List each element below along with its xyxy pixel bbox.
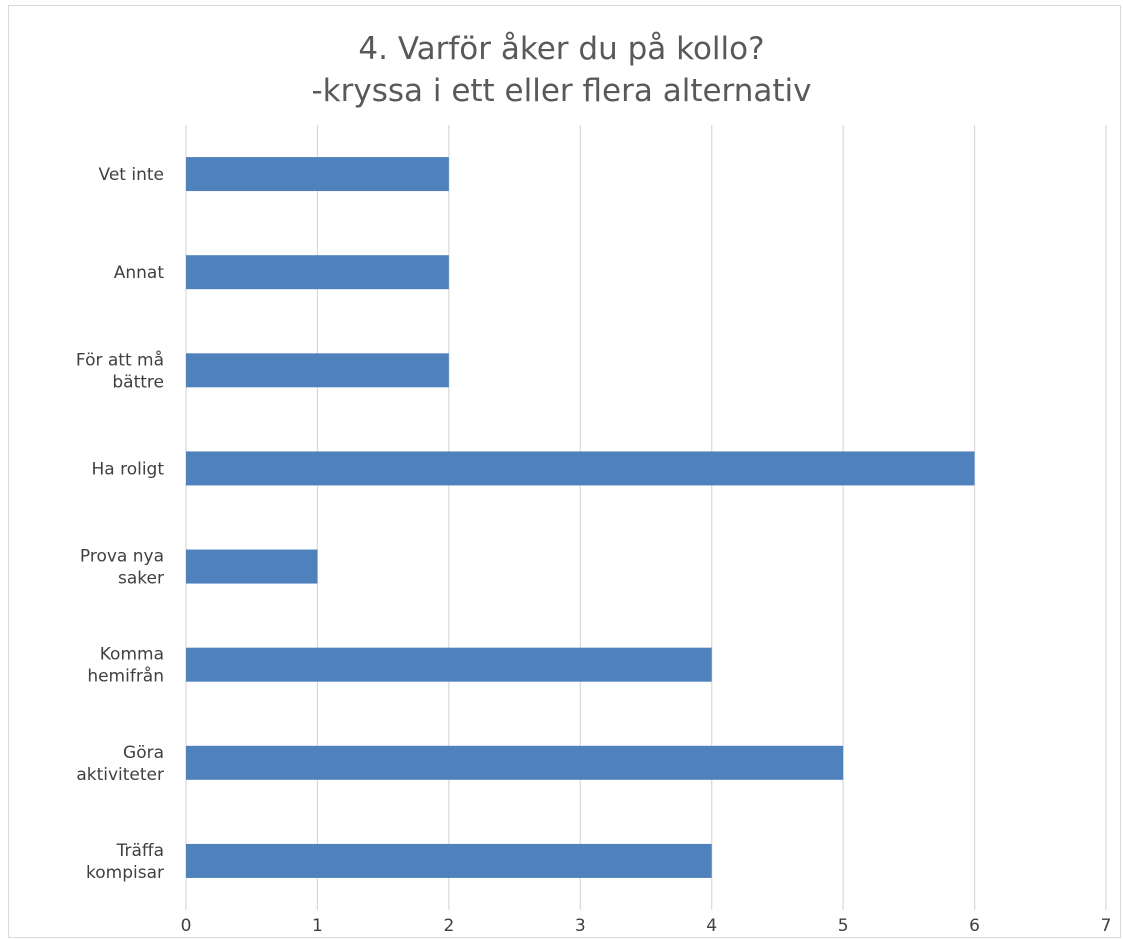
bar-8	[186, 843, 712, 878]
bar-5	[186, 549, 318, 584]
bar-2	[186, 255, 449, 290]
x-tick-label-3: 3	[575, 916, 586, 936]
chart-title: 4. Varför åker du på kollo? -kryssa i et…	[0, 28, 1123, 112]
x-tick-label-2: 2	[443, 916, 454, 936]
category-label-4: Ha roligt	[91, 459, 164, 479]
x-tick-label-0: 0	[181, 916, 192, 936]
x-tick-label-5: 5	[838, 916, 849, 936]
category-label-6: Komma hemifrån	[87, 645, 164, 687]
category-label-5: Prova nya saker	[80, 547, 164, 589]
category-label-2: Annat	[114, 263, 165, 283]
bar-7	[186, 745, 844, 780]
x-tick-label-1: 1	[312, 916, 323, 936]
category-label-8: Träffa kompisar	[86, 841, 164, 883]
chart-title-line1: 4. Varför åker du på kollo?	[358, 31, 765, 67]
chart-subtitle: -kryssa i ett eller flera alternativ	[311, 73, 812, 109]
category-label-1: Vet inte	[99, 165, 164, 185]
category-label-3: För att må bättre	[76, 349, 164, 392]
category-label-7: Göra aktiviteter	[76, 743, 164, 785]
x-tick-label-7: 7	[1101, 916, 1112, 936]
bar-1	[186, 157, 449, 192]
x-tick-label-6: 6	[969, 916, 980, 936]
bar-6	[186, 647, 712, 682]
bar-3	[186, 353, 449, 388]
x-tick-label-4: 4	[706, 916, 717, 936]
bar-4	[186, 451, 975, 486]
